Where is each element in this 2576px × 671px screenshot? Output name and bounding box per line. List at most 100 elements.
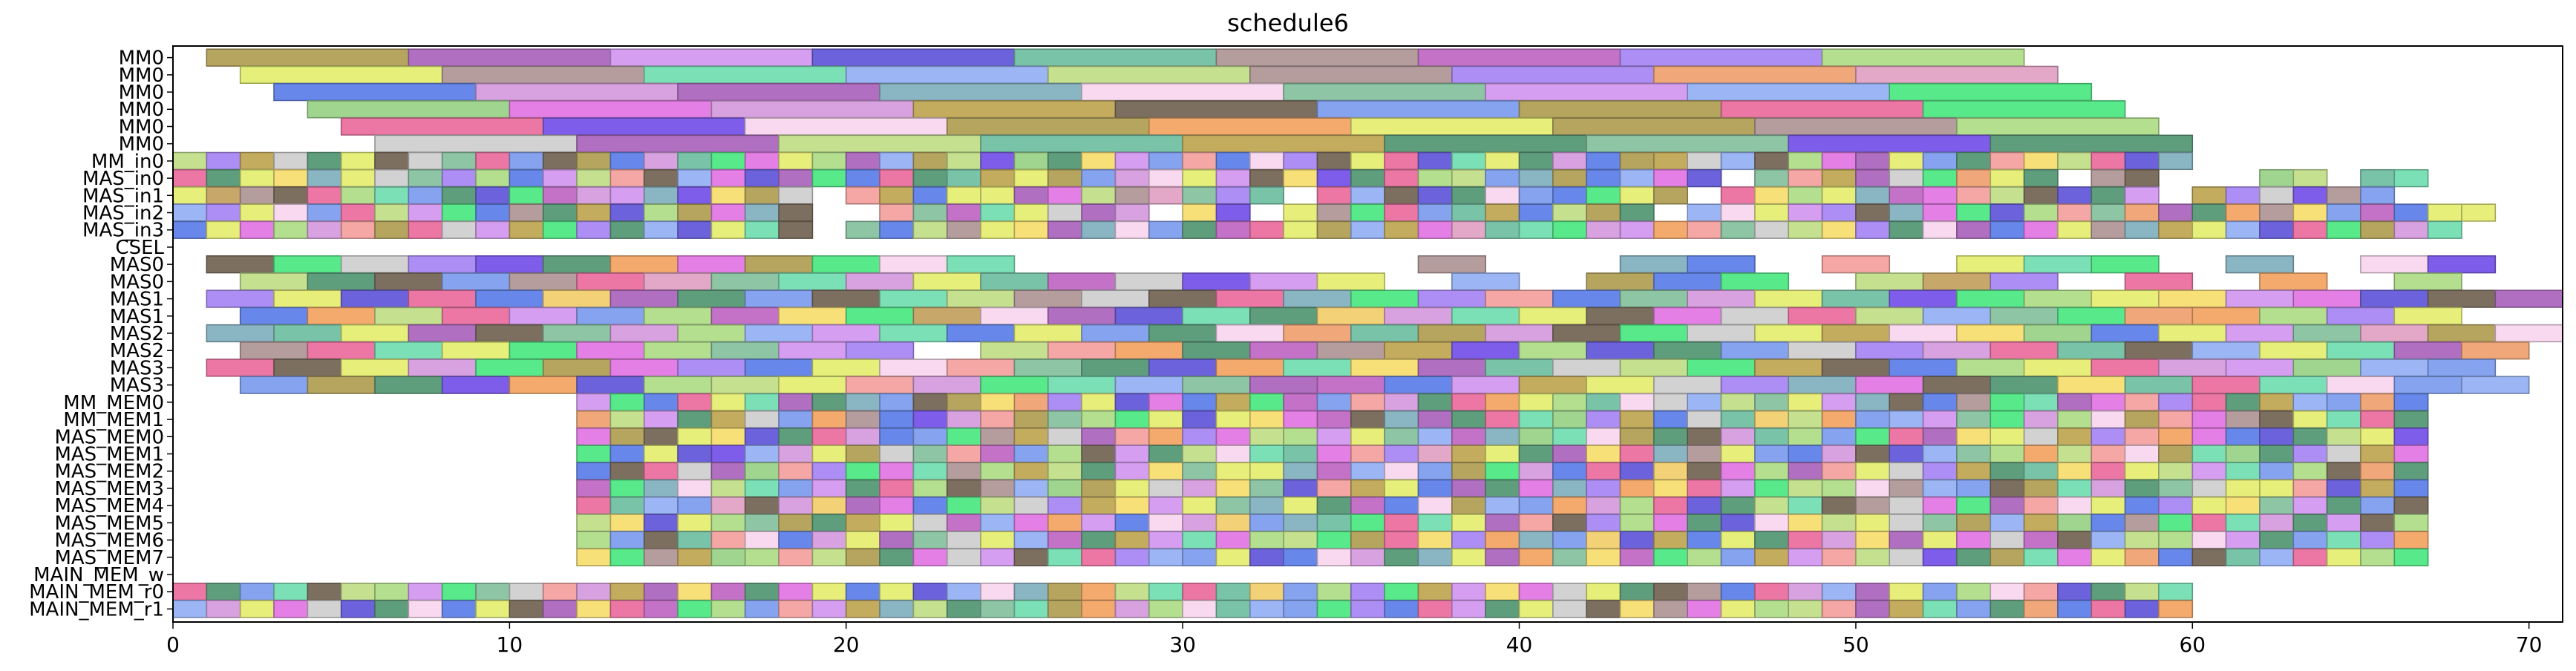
gantt-bar-971 [1249, 496, 1284, 515]
gantt-bar-874 [1687, 462, 1722, 480]
gantt-bar-919 [1350, 479, 1385, 498]
gantt-bar-522 [374, 341, 443, 360]
gantt-bar-62 [441, 151, 477, 171]
gantt-bar-179 [307, 186, 342, 205]
gantt-bar-908 [980, 479, 1016, 498]
gantt-bar-1076 [1081, 531, 1117, 549]
gantt-bar-636 [1081, 393, 1117, 412]
gantt-bar-147 [1283, 168, 1318, 188]
gantt-bar-1163 [2158, 548, 2194, 566]
gantt-bar-391 [307, 272, 376, 291]
gantt-bar-291 [2158, 203, 2194, 222]
gantt-bar-951 [576, 496, 612, 515]
gantt-bar-1086 [1417, 531, 1453, 549]
gantt-bar-258 [946, 203, 981, 222]
gantt-bar-1223 [1922, 583, 1958, 601]
gantt-bar-950 [2393, 479, 2429, 498]
gantt-bar-297 [2360, 203, 2396, 222]
gantt-bar-626 [744, 393, 779, 412]
gantt-bar-514 [2158, 324, 2227, 343]
gantt-bar-1054 [2191, 514, 2227, 532]
gantt-bar-1252 [879, 600, 915, 618]
gantt-bar-634 [1013, 393, 1049, 412]
gantt-bar-903 [811, 479, 847, 498]
gantt-bar-1013 [811, 514, 847, 532]
gantt-bar-216 [1619, 186, 1655, 205]
y-tick-label-1: MM0 [119, 65, 164, 87]
gantt-bar-31 [1114, 100, 1318, 119]
gantt-bar-914 [1182, 479, 1217, 498]
gantt-bar-145 [1215, 168, 1251, 188]
gantt-bar-788 [643, 445, 679, 463]
gantt-bar-759 [1518, 428, 1554, 446]
gantt-bar-1124 [845, 548, 880, 566]
gantt-bar-385 [2023, 255, 2093, 274]
gantt-bar-165 [1922, 168, 1958, 188]
gantt-bar-286 [1990, 203, 2025, 222]
gantt-bar-703 [1485, 410, 1520, 429]
gantt-bar-446 [2158, 289, 2227, 308]
gantt-bar-383 [1821, 255, 1891, 274]
gantt-bar-1250 [811, 600, 847, 618]
gantt-bar-731 [576, 428, 612, 446]
gantt-bar-125 [542, 168, 578, 188]
y-tick-label-25: MAS_MEM3 [54, 478, 164, 500]
gantt-bar-850 [879, 462, 915, 480]
gantt-bar-1139 [1350, 548, 1385, 566]
gantt-bar-363 [2292, 220, 2328, 239]
gantt-bar-1119 [677, 548, 713, 566]
gantt-bar-1254 [946, 600, 981, 618]
gantt-bar-470 [1451, 307, 1520, 325]
gantt-bar-524 [509, 341, 578, 360]
gantt-bar-443 [1956, 289, 2025, 308]
gantt-bar-694 [1182, 410, 1217, 429]
gantt-bar-722 [2124, 410, 2160, 429]
gantt-bar-343 [1619, 220, 1655, 239]
gantt-bar-912 [1114, 479, 1150, 498]
gantt-bar-1028 [1316, 514, 1352, 532]
gantt-bar-1249 [778, 600, 814, 618]
gantt-bar-804 [1182, 445, 1217, 463]
gantt-bar-556 [408, 359, 477, 377]
x-tick-label-5: 50 [1843, 632, 1869, 657]
gantt-bar-331 [1215, 220, 1251, 239]
gantt-bar-1275 [1653, 600, 1689, 618]
gantt-bar-198 [980, 186, 1016, 205]
gantt-bar-1215 [1653, 583, 1689, 601]
gantt-bar-995 [2057, 496, 2093, 515]
gantt-bar-294 [2259, 203, 2295, 222]
gantt-bar-509 [1821, 324, 1891, 343]
gantt-bar-68 [643, 151, 679, 171]
gantt-bar-1287 [2057, 600, 2093, 618]
y-tick-label-28: MAS_MEM6 [54, 530, 164, 552]
gantt-bar-1112 [2292, 531, 2328, 549]
gantt-bar-863 [1316, 462, 1352, 480]
gantt-bar-761 [1586, 428, 1621, 446]
x-tick-label-2: 20 [833, 632, 860, 657]
gantt-bar-1235 [307, 600, 342, 618]
gantt-bar-1258 [1081, 600, 1117, 618]
gantt-bar-904 [845, 479, 880, 498]
gantt-bar-167 [1990, 168, 2025, 188]
gantt-bar-459 [710, 307, 779, 325]
gantt-bar-181 [374, 186, 410, 205]
gantt-bar-1202 [1215, 583, 1251, 601]
gantt-bar-414 [2124, 272, 2194, 291]
gantt-bar-408 [1586, 272, 1655, 291]
gantt-bar-688 [980, 410, 1016, 429]
gantt-bar-631 [912, 393, 948, 412]
gantt-bar-35 [1922, 100, 2126, 119]
gantt-bar-535 [1316, 341, 1385, 360]
gantt-bar-413 [1990, 272, 2059, 291]
gantt-bar-749 [1182, 428, 1217, 446]
gantt-bar-454 [374, 307, 443, 325]
gantt-bar-26 [1889, 82, 2093, 102]
gantt-bar-1059 [2360, 514, 2396, 532]
gantt-bar-957 [778, 496, 814, 515]
gantt-bar-1108 [2158, 531, 2194, 549]
gantt-bar-771 [1922, 428, 1958, 446]
gantt-bar-75 [879, 151, 915, 171]
gantt-bar-1043 [1821, 514, 1857, 532]
gantt-bar-745 [1047, 428, 1082, 446]
gantt-bar-1181 [509, 583, 544, 601]
